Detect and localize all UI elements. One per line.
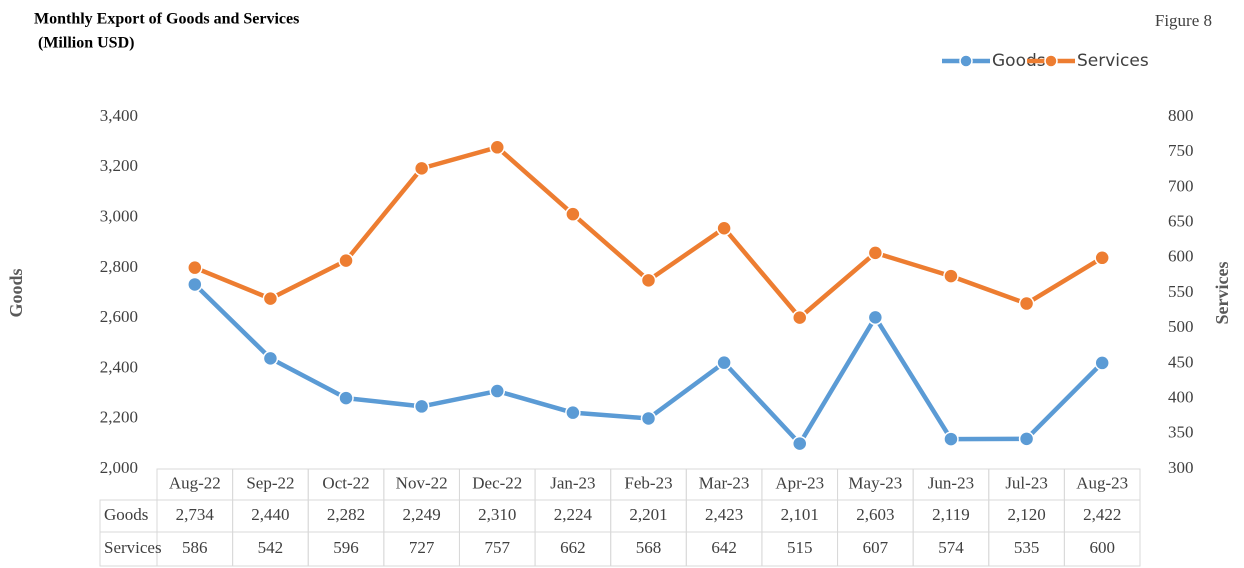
- point: [338, 390, 354, 406]
- point: [943, 431, 959, 447]
- point: [565, 404, 581, 421]
- x-tick-label: Mar-23: [699, 473, 750, 492]
- point: [262, 290, 279, 307]
- x-tick-label: Aug-23: [1076, 473, 1128, 492]
- y2-tick-label: 550: [1168, 282, 1194, 301]
- y2-tick-label: 700: [1168, 176, 1194, 195]
- table-value: 662: [560, 538, 586, 557]
- point: [338, 252, 354, 269]
- table-value: 2,119: [932, 505, 970, 524]
- x-tick-label: Jan-23: [550, 473, 595, 492]
- point: [1094, 355, 1110, 371]
- point: [489, 139, 506, 156]
- table-value: 2,734: [176, 505, 215, 524]
- table-value: 2,423: [705, 505, 743, 524]
- table-value: 757: [485, 538, 511, 557]
- y2-axis-title: Services: [1212, 262, 1232, 325]
- table-value: 574: [938, 538, 964, 557]
- table-value: 2,282: [327, 505, 365, 524]
- table-value: 2,440: [251, 505, 289, 524]
- x-tick-label: Oct-22: [322, 473, 369, 492]
- point: [791, 435, 808, 452]
- table-value: 642: [711, 538, 737, 557]
- table-value: 515: [787, 538, 813, 557]
- table-row-label: Goods: [104, 505, 148, 524]
- table-value: 2,603: [856, 505, 894, 524]
- y2-tick-label: 800: [1168, 106, 1194, 125]
- figure-label: Figure 8: [1155, 11, 1212, 30]
- table-value: 542: [258, 538, 284, 557]
- point: [187, 259, 203, 276]
- table-value: 2,422: [1083, 505, 1121, 524]
- y2-tick-label: 400: [1168, 388, 1194, 407]
- point: [1018, 431, 1035, 447]
- y2-tick-label: 500: [1168, 317, 1194, 336]
- point: [867, 309, 884, 326]
- table-value: 535: [1014, 538, 1040, 557]
- y-tick-label: 2,000: [100, 458, 138, 477]
- table-value: 607: [863, 538, 889, 557]
- point: [943, 268, 959, 284]
- x-tick-label: Dec-22: [472, 473, 522, 492]
- point: [262, 350, 279, 367]
- table-value: 727: [409, 538, 435, 557]
- table-value: 2,120: [1007, 505, 1045, 524]
- y-tick-label: 3,200: [100, 156, 138, 175]
- legend-marker: [1044, 54, 1058, 68]
- y2-tick-label: 450: [1168, 352, 1194, 371]
- chart-title: Monthly Export of Goods and Services: [34, 11, 299, 28]
- point: [716, 220, 732, 236]
- x-tick-label: Nov-22: [396, 473, 448, 492]
- x-tick-label: Apr-23: [775, 473, 824, 492]
- table-value: 2,249: [403, 505, 441, 524]
- table-row-label: Services: [104, 538, 162, 557]
- point: [565, 206, 581, 222]
- x-tick-label: Jul-23: [1005, 473, 1048, 492]
- point: [791, 309, 808, 326]
- x-tick-label: Sep-22: [246, 473, 294, 492]
- point: [187, 276, 203, 293]
- y-axis-title: Goods: [6, 268, 26, 317]
- legend-label: Services: [1077, 51, 1149, 71]
- chart-subtitle: (Million USD): [38, 35, 134, 52]
- point: [867, 245, 884, 261]
- x-tick-label: Aug-22: [169, 473, 221, 492]
- table-value: 586: [182, 538, 208, 557]
- point: [640, 410, 657, 427]
- y2-tick-label: 350: [1168, 423, 1194, 442]
- point: [413, 398, 430, 415]
- y-tick-label: 3,000: [100, 206, 138, 225]
- table-value: 596: [333, 538, 359, 557]
- table-value: 568: [636, 538, 662, 557]
- series-line: [193, 145, 1104, 320]
- point: [1018, 295, 1035, 312]
- y-tick-label: 3,400: [100, 106, 138, 125]
- table-value: 2,224: [554, 505, 593, 524]
- y-tick-label: 2,400: [100, 357, 138, 376]
- x-tick-label: Feb-23: [624, 473, 672, 492]
- y2-tick-label: 650: [1168, 212, 1194, 231]
- legend-marker: [959, 54, 973, 68]
- table-value: 2,101: [781, 505, 819, 524]
- point: [640, 272, 657, 289]
- x-tick-label: May-23: [848, 473, 902, 492]
- y-tick-label: 2,200: [100, 408, 138, 427]
- table-value: 2,310: [478, 505, 516, 524]
- table-cell: [1063, 468, 1141, 567]
- y2-tick-label: 600: [1168, 247, 1194, 266]
- y2-tick-label: 750: [1168, 141, 1194, 160]
- y-tick-label: 2,600: [100, 307, 138, 326]
- table-value: 600: [1089, 538, 1115, 557]
- point: [716, 354, 732, 371]
- y2-tick-label: 300: [1168, 458, 1194, 477]
- y-tick-label: 2,800: [100, 257, 138, 276]
- legend-label: Goods: [992, 51, 1046, 71]
- point: [1094, 250, 1110, 266]
- x-tick-label: Jun-23: [928, 473, 974, 492]
- point: [489, 383, 506, 399]
- point: [413, 160, 430, 177]
- table-value: 2,201: [629, 505, 667, 524]
